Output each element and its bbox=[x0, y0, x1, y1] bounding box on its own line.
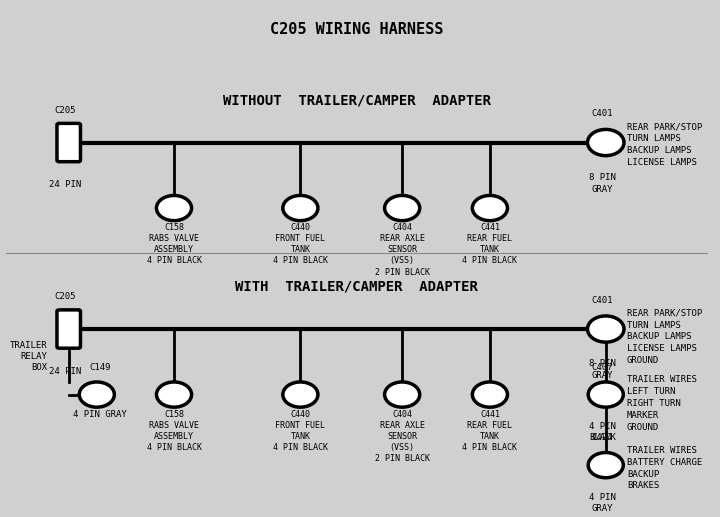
Circle shape bbox=[79, 382, 114, 407]
Circle shape bbox=[283, 382, 318, 407]
Text: C401: C401 bbox=[592, 109, 613, 118]
Text: C158
RABS VALVE
ASSEMBLY
4 PIN BLACK: C158 RABS VALVE ASSEMBLY 4 PIN BLACK bbox=[146, 223, 202, 266]
Text: REAR PARK/STOP
TURN LAMPS
BACKUP LAMPS
LICENSE LAMPS: REAR PARK/STOP TURN LAMPS BACKUP LAMPS L… bbox=[627, 123, 702, 167]
FancyBboxPatch shape bbox=[57, 310, 81, 348]
Text: C441
REAR FUEL
TANK
4 PIN BLACK: C441 REAR FUEL TANK 4 PIN BLACK bbox=[462, 223, 518, 266]
Text: 24 PIN: 24 PIN bbox=[49, 180, 81, 189]
Text: WITH  TRAILER/CAMPER  ADAPTER: WITH TRAILER/CAMPER ADAPTER bbox=[235, 280, 478, 294]
Text: C407: C407 bbox=[592, 363, 613, 372]
Text: C441
REAR FUEL
TANK
4 PIN BLACK: C441 REAR FUEL TANK 4 PIN BLACK bbox=[462, 409, 518, 452]
Circle shape bbox=[472, 195, 508, 221]
Text: TRAILER WIRES
BATTERY CHARGE
BACKUP
BRAKES: TRAILER WIRES BATTERY CHARGE BACKUP BRAK… bbox=[627, 446, 702, 491]
Circle shape bbox=[588, 382, 624, 407]
Circle shape bbox=[384, 382, 420, 407]
Circle shape bbox=[472, 382, 508, 407]
Text: 4 PIN
GRAY: 4 PIN GRAY bbox=[589, 493, 616, 513]
Text: REAR PARK/STOP
TURN LAMPS
BACKUP LAMPS
LICENSE LAMPS
GROUND: REAR PARK/STOP TURN LAMPS BACKUP LAMPS L… bbox=[627, 309, 702, 365]
Text: C149: C149 bbox=[89, 363, 111, 372]
Circle shape bbox=[156, 195, 192, 221]
Circle shape bbox=[588, 452, 624, 478]
Text: C401: C401 bbox=[592, 296, 613, 305]
Text: C205: C205 bbox=[55, 106, 76, 115]
Circle shape bbox=[588, 316, 624, 342]
Text: C404
REAR AXLE
SENSOR
(VSS)
2 PIN BLACK: C404 REAR AXLE SENSOR (VSS) 2 PIN BLACK bbox=[374, 409, 430, 463]
Circle shape bbox=[384, 195, 420, 221]
Text: C205: C205 bbox=[55, 292, 76, 301]
Circle shape bbox=[283, 195, 318, 221]
Circle shape bbox=[588, 129, 624, 156]
Circle shape bbox=[156, 382, 192, 407]
Text: 8 PIN
GRAY: 8 PIN GRAY bbox=[589, 173, 616, 193]
Text: C440
FRONT FUEL
TANK
4 PIN BLACK: C440 FRONT FUEL TANK 4 PIN BLACK bbox=[273, 223, 328, 266]
Text: C440
FRONT FUEL
TANK
4 PIN BLACK: C440 FRONT FUEL TANK 4 PIN BLACK bbox=[273, 409, 328, 452]
Text: 4 PIN GRAY: 4 PIN GRAY bbox=[73, 409, 127, 419]
Text: 8 PIN
GRAY: 8 PIN GRAY bbox=[589, 359, 616, 380]
Text: WITHOUT  TRAILER/CAMPER  ADAPTER: WITHOUT TRAILER/CAMPER ADAPTER bbox=[222, 93, 490, 107]
Text: C205 WIRING HARNESS: C205 WIRING HARNESS bbox=[270, 22, 444, 37]
Text: C158
RABS VALVE
ASSEMBLY
4 PIN BLACK: C158 RABS VALVE ASSEMBLY 4 PIN BLACK bbox=[146, 409, 202, 452]
Text: C424: C424 bbox=[592, 433, 613, 443]
Text: C404
REAR AXLE
SENSOR
(VSS)
2 PIN BLACK: C404 REAR AXLE SENSOR (VSS) 2 PIN BLACK bbox=[374, 223, 430, 277]
Text: TRAILER
RELAY
BOX: TRAILER RELAY BOX bbox=[10, 341, 48, 372]
Text: 4 PIN
BLACK: 4 PIN BLACK bbox=[589, 422, 616, 443]
Text: 24 PIN: 24 PIN bbox=[49, 367, 81, 376]
Text: TRAILER WIRES
LEFT TURN
RIGHT TURN
MARKER
GROUND: TRAILER WIRES LEFT TURN RIGHT TURN MARKE… bbox=[627, 375, 697, 432]
FancyBboxPatch shape bbox=[57, 124, 81, 162]
